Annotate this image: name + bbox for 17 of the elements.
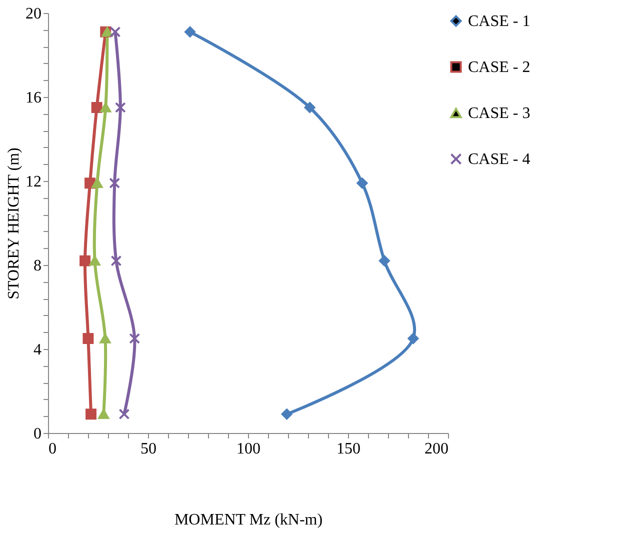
y-tick-label: 0 xyxy=(34,426,42,442)
x-tick-label: 100 xyxy=(236,440,260,458)
y-tick-label: 16 xyxy=(26,90,42,106)
y-tick-label: 20 xyxy=(26,6,42,22)
legend-label: CASE - 1 xyxy=(468,13,530,30)
y-tick-label: 12 xyxy=(26,174,42,190)
x-tick-label: 50 xyxy=(140,440,156,458)
x-tick-label: 200 xyxy=(424,440,448,458)
x-tick-label: 0 xyxy=(48,440,56,458)
y-tick-label: 4 xyxy=(34,342,42,358)
legend-label: CASE - 2 xyxy=(468,59,530,76)
legend-label: CASE - 4 xyxy=(468,151,530,168)
y-tick-label: 8 xyxy=(34,258,42,274)
x-tick-label: 150 xyxy=(336,440,360,458)
x-axis-title: MOMENT Mz (kN-m) xyxy=(174,512,323,528)
legend-label: CASE - 3 xyxy=(468,105,530,122)
y-axis-title: STOREY HEIGHT (m) xyxy=(6,148,22,300)
